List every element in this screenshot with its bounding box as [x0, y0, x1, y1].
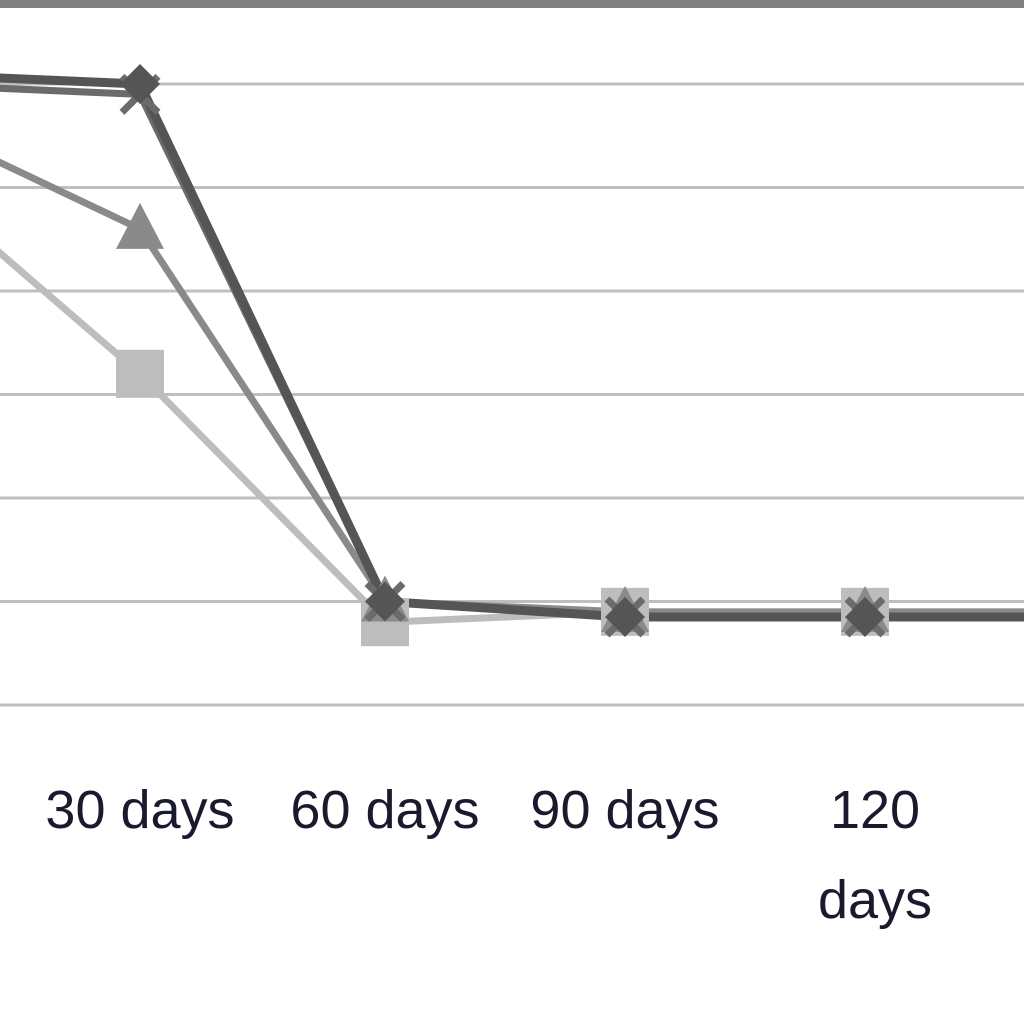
data-point	[116, 349, 164, 398]
data-point	[845, 597, 885, 638]
series-lines	[0, 73, 1024, 626]
x-tick-label: 90 days	[530, 780, 719, 840]
gridlines	[0, 82, 1024, 707]
x-tick-labels: 30 days 60 days 90 days 120 days	[45, 780, 932, 930]
data-point	[116, 202, 164, 249]
series-markers	[116, 64, 889, 647]
chart-top-border	[0, 0, 1024, 8]
series-line	[0, 73, 1024, 622]
x-tick-label: 120	[830, 780, 920, 840]
x-tick-label: 30 days	[45, 780, 234, 840]
data-point	[365, 581, 405, 622]
data-point	[605, 597, 645, 638]
x-tick-label: 60 days	[290, 780, 479, 840]
data-point	[120, 64, 160, 104]
x-tick-label: days	[818, 870, 932, 930]
